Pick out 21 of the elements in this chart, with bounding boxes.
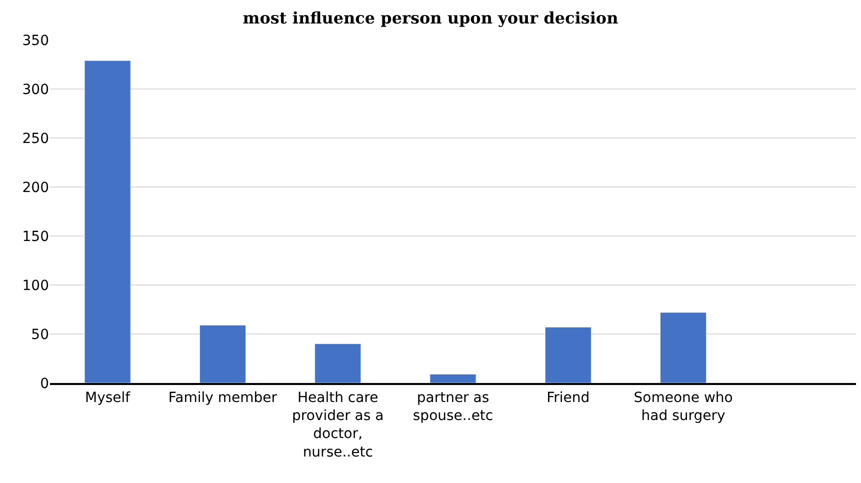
x-tick-label: partner as spouse..etc — [412, 390, 494, 424]
y-tick-label: 0 — [40, 376, 49, 392]
y-tick-label: 150 — [22, 228, 49, 245]
bar — [544, 326, 592, 383]
bar — [430, 374, 476, 383]
y-tick-label: 350 — [22, 32, 49, 49]
y-tick-label: 100 — [22, 278, 49, 294]
x-tick-label: Health care provider as a doctor, nurse..etc — [292, 390, 384, 460]
bar — [660, 312, 707, 383]
x-tick-label: Family member — [168, 390, 278, 406]
x-tick-label: Someone who had surgery — [634, 390, 733, 424]
bar — [314, 344, 362, 383]
y-tick-label: 50 — [31, 326, 49, 343]
y-tick-label: 300 — [22, 82, 49, 98]
x-tick-label: Myself — [85, 390, 132, 406]
bar — [84, 60, 131, 383]
x-tick-label: Friend — [546, 390, 590, 406]
bar — [199, 324, 246, 383]
y-tick-label: 200 — [22, 180, 49, 196]
chart-title: most influence person upon your decision — [242, 8, 619, 28]
y-tick-label: 250 — [22, 130, 49, 147]
